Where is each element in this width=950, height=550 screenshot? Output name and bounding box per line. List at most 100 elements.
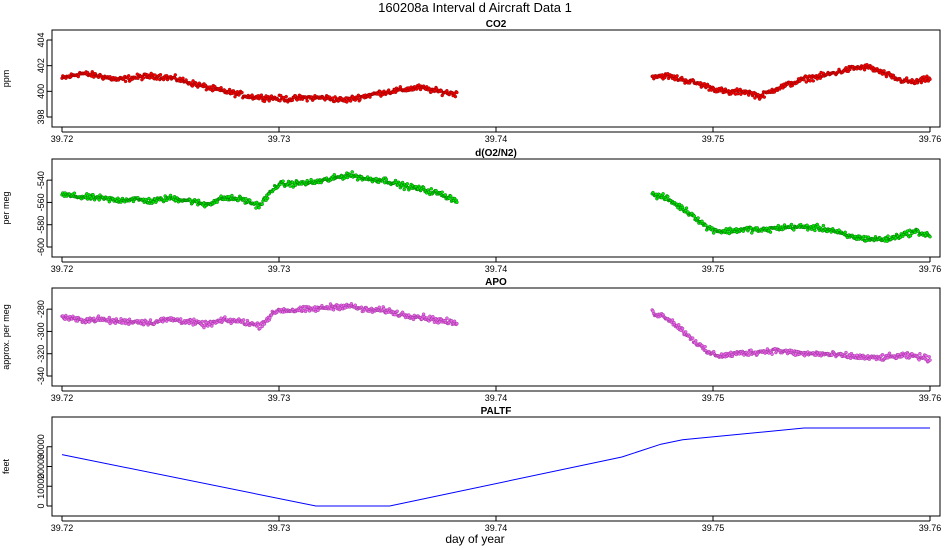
data-point [886, 234, 890, 238]
x-tick-label: 39.75 [702, 134, 725, 144]
data-point [348, 99, 353, 103]
panel-3: PALTF feet 39.72 39.73 39.74 39.75 39.76 0 10000… [1, 406, 941, 533]
data-point [813, 228, 817, 233]
data-point [755, 226, 759, 230]
data-point [808, 79, 812, 83]
data-point [453, 94, 458, 99]
data-point [821, 223, 826, 228]
data-point [804, 80, 808, 84]
data-point [158, 72, 163, 77]
y-tick-label: 398 [36, 109, 46, 124]
y-tick-label: -600 [36, 238, 46, 256]
data-point [241, 318, 246, 322]
data-point [768, 230, 773, 234]
data-point [258, 326, 262, 331]
data-point [305, 99, 309, 103]
x-tick-label: 39.75 [702, 523, 725, 533]
data-point [384, 177, 388, 182]
data-point [928, 77, 932, 82]
data-point [268, 316, 272, 320]
panel-1: d(O2/N2) per meg 39.72 39.73 39.74 39.75 39.76… [1, 148, 941, 274]
data-point [200, 319, 205, 324]
data-point [440, 190, 444, 194]
data-point [455, 321, 459, 326]
data-point [694, 339, 698, 343]
data-point [223, 315, 227, 319]
x-tick-label: 39.73 [268, 264, 291, 274]
y-tick-label: -280 [36, 300, 46, 318]
data-point [704, 223, 708, 228]
x-tick-label: 39.75 [702, 393, 725, 403]
data-point [123, 79, 128, 84]
x-tick-label: 39.75 [702, 264, 725, 274]
data-point [747, 353, 751, 357]
panel-title: d(O2/N2) [475, 148, 517, 159]
panel-title: PALTF [481, 406, 512, 417]
data-point [353, 303, 357, 307]
data-point [924, 354, 928, 358]
y-axis-label: approx. per meg [1, 304, 11, 370]
plot-frame [51, 416, 941, 517]
y-tick-label: -580 [36, 216, 46, 234]
data-point [173, 73, 178, 77]
x-tick-label: 39.74 [485, 264, 508, 274]
data-point [140, 318, 144, 323]
y-axis-label: feet [1, 458, 11, 474]
data-point [358, 97, 362, 102]
data-point [918, 352, 922, 356]
data-point [680, 326, 685, 331]
data-point [928, 234, 932, 239]
data-point [382, 307, 386, 311]
x-tick-label: 39.72 [51, 523, 74, 533]
data-point [677, 323, 681, 327]
y-axis-label: per meg [1, 191, 11, 224]
data-point [149, 71, 153, 76]
data-point [770, 352, 774, 356]
data-point [452, 319, 457, 323]
y-tick-label: 404 [36, 32, 46, 47]
data-point [925, 74, 929, 78]
x-tick-label: 39.76 [919, 393, 942, 403]
data-point [257, 205, 261, 210]
data-point [882, 69, 886, 73]
data-point [927, 355, 931, 359]
data-point [908, 234, 913, 238]
data-point [259, 93, 264, 97]
data-point [917, 358, 921, 362]
panel-title: APO [485, 277, 507, 288]
data-point [240, 90, 244, 95]
y-tick-label: 30000 [36, 434, 46, 459]
plot-frame [51, 287, 941, 387]
data-point [178, 317, 183, 321]
data-point [666, 194, 670, 199]
data-point [684, 330, 688, 334]
data-point [377, 305, 381, 309]
data-point [293, 183, 298, 187]
data-point [227, 87, 232, 92]
data-point [762, 95, 766, 99]
data-point [792, 228, 796, 232]
data-point [260, 202, 264, 207]
x-tick-label: 39.76 [919, 134, 942, 144]
data-point [661, 192, 665, 196]
data-point [712, 231, 716, 235]
data-point [402, 187, 406, 192]
data-point [418, 87, 423, 92]
data-point [233, 94, 237, 99]
y-tick-label: 20000 [36, 454, 46, 479]
data-point [429, 187, 433, 191]
x-tick-label: 39.72 [51, 264, 74, 274]
data-point [811, 79, 815, 83]
data-point [248, 198, 252, 202]
plot-frame [51, 158, 941, 258]
data-point [96, 314, 101, 318]
x-tick-label: 39.74 [485, 523, 508, 533]
x-tick-label: 39.76 [919, 264, 942, 274]
data-point [191, 79, 195, 83]
data-point [284, 94, 288, 99]
data-point [805, 223, 809, 228]
y-tick-label: -540 [36, 171, 46, 189]
data-point [928, 358, 932, 362]
data-point [153, 73, 157, 77]
data-point [789, 222, 794, 227]
